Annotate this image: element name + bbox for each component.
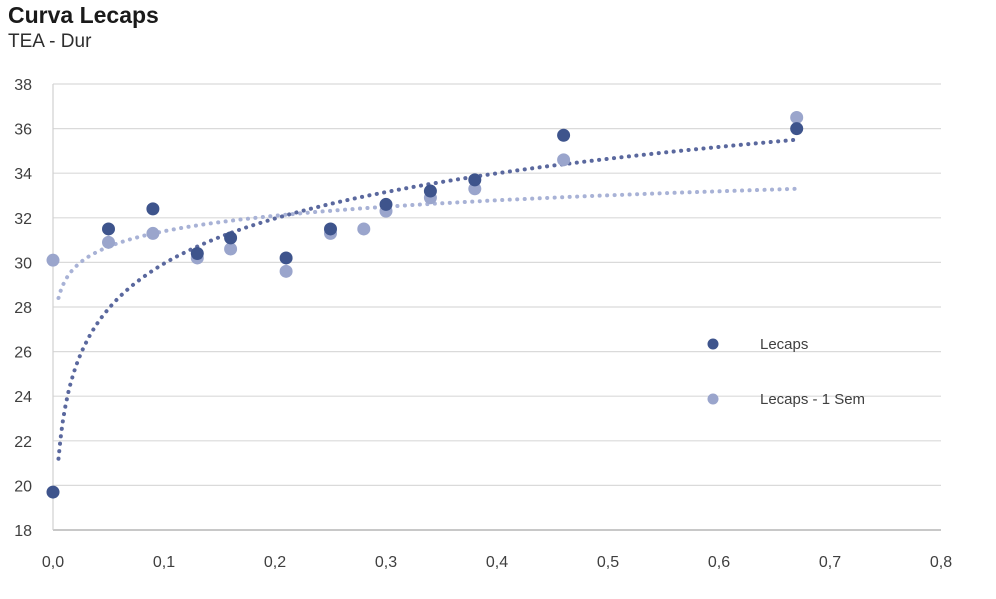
x-tick-label: 0,7 bbox=[819, 554, 841, 571]
legend-label: Lecaps - 1 Sem bbox=[760, 391, 865, 408]
y-tick-label: 28 bbox=[14, 300, 32, 317]
data-point-lecaps bbox=[379, 197, 393, 211]
data-point-lecaps-1-sem bbox=[146, 226, 160, 240]
data-point-lecaps bbox=[46, 485, 60, 499]
data-point-lecaps-1-sem bbox=[468, 182, 482, 196]
data-point-lecaps bbox=[224, 231, 238, 245]
trendline-lecaps bbox=[56, 137, 799, 461]
x-tick-label: 0,8 bbox=[930, 554, 952, 571]
y-tick-label: 32 bbox=[14, 211, 32, 228]
y-tick-label: 20 bbox=[14, 478, 32, 495]
data-point-lecaps-1-sem bbox=[224, 242, 238, 256]
data-point-lecaps bbox=[190, 246, 204, 260]
y-tick-label: 30 bbox=[14, 255, 32, 272]
x-tick-label: 0,4 bbox=[486, 554, 508, 571]
x-tick-label: 0,3 bbox=[375, 554, 397, 571]
chart-title: Curva Lecaps bbox=[8, 2, 159, 28]
trendline-lecaps-1-sem bbox=[56, 186, 799, 300]
data-point-lecaps bbox=[557, 128, 571, 142]
data-point-lecaps bbox=[468, 173, 482, 187]
data-point-lecaps-1-sem bbox=[46, 253, 60, 267]
chart-subtitle: TEA - Dur bbox=[8, 31, 92, 52]
data-point-lecaps-1-sem bbox=[102, 235, 115, 249]
y-tick-label: 38 bbox=[14, 77, 32, 94]
data-point-lecaps-1-sem bbox=[790, 110, 804, 124]
data-point-lecaps-1-sem bbox=[557, 153, 571, 167]
data-point-lecaps bbox=[146, 202, 160, 216]
legend-marker bbox=[707, 338, 719, 350]
y-tick-label: 24 bbox=[14, 389, 32, 406]
y-tick-label: 22 bbox=[14, 434, 32, 451]
legend-label: Lecaps bbox=[760, 336, 808, 353]
y-tick-label: 34 bbox=[14, 166, 32, 183]
x-tick-label: 0,0 bbox=[42, 554, 64, 571]
data-point-lecaps-1-sem bbox=[279, 264, 293, 278]
legend-marker bbox=[707, 393, 719, 405]
data-point-lecaps bbox=[790, 122, 804, 136]
x-tick-label: 0,1 bbox=[153, 554, 175, 571]
x-tick-label: 0,2 bbox=[264, 554, 286, 571]
data-point-lecaps bbox=[324, 222, 337, 236]
x-tick-label: 0,6 bbox=[708, 554, 730, 571]
data-point-lecaps bbox=[102, 222, 115, 236]
data-point-lecaps bbox=[279, 251, 293, 265]
y-tick-label: 26 bbox=[14, 345, 32, 362]
data-point-lecaps bbox=[423, 184, 437, 198]
x-tick-label: 0,5 bbox=[597, 554, 619, 571]
data-point-lecaps-1-sem bbox=[357, 222, 371, 236]
y-tick-label: 36 bbox=[14, 122, 32, 139]
y-tick-label: 18 bbox=[14, 523, 32, 540]
